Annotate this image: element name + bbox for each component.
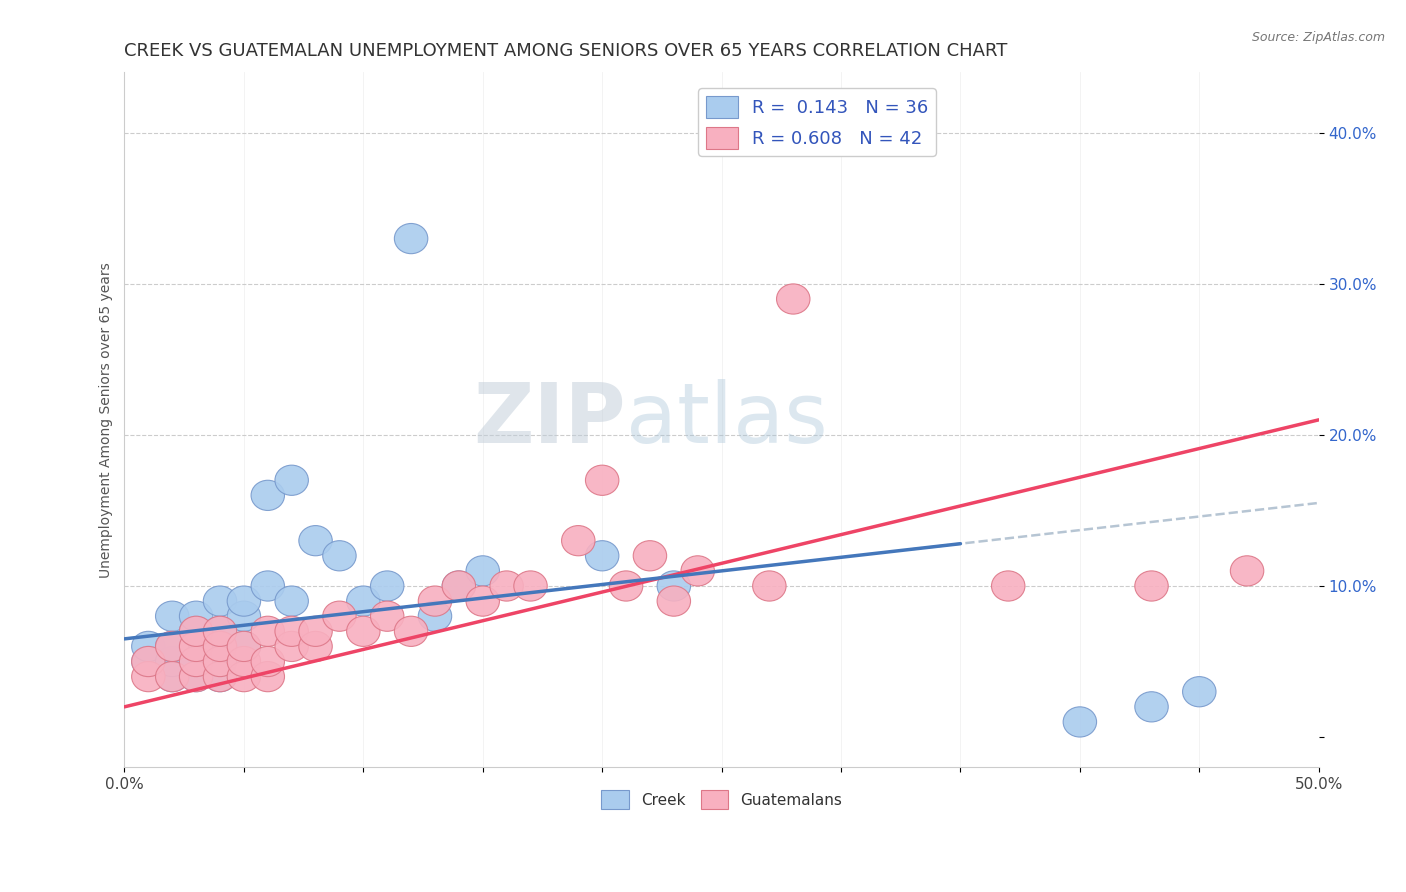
Ellipse shape	[633, 541, 666, 571]
Ellipse shape	[180, 647, 212, 677]
Ellipse shape	[132, 662, 165, 691]
Ellipse shape	[489, 571, 523, 601]
Ellipse shape	[299, 632, 332, 662]
Ellipse shape	[204, 647, 236, 677]
Ellipse shape	[156, 662, 188, 691]
Ellipse shape	[585, 465, 619, 495]
Ellipse shape	[156, 647, 188, 677]
Ellipse shape	[252, 571, 284, 601]
Ellipse shape	[1135, 571, 1168, 601]
Ellipse shape	[156, 632, 188, 662]
Ellipse shape	[132, 647, 165, 677]
Ellipse shape	[513, 571, 547, 601]
Ellipse shape	[609, 571, 643, 601]
Ellipse shape	[465, 556, 499, 586]
Ellipse shape	[204, 586, 236, 616]
Ellipse shape	[204, 632, 236, 662]
Ellipse shape	[204, 616, 236, 647]
Ellipse shape	[418, 586, 451, 616]
Y-axis label: Unemployment Among Seniors over 65 years: Unemployment Among Seniors over 65 years	[100, 262, 114, 578]
Ellipse shape	[252, 647, 284, 677]
Ellipse shape	[132, 632, 165, 662]
Ellipse shape	[252, 662, 284, 691]
Text: atlas: atlas	[626, 379, 828, 460]
Ellipse shape	[252, 480, 284, 510]
Ellipse shape	[228, 586, 260, 616]
Ellipse shape	[1135, 691, 1168, 722]
Ellipse shape	[204, 632, 236, 662]
Text: CREEK VS GUATEMALAN UNEMPLOYMENT AMONG SENIORS OVER 65 YEARS CORRELATION CHART: CREEK VS GUATEMALAN UNEMPLOYMENT AMONG S…	[125, 42, 1008, 60]
Ellipse shape	[228, 647, 260, 677]
Ellipse shape	[394, 616, 427, 647]
Ellipse shape	[347, 616, 380, 647]
Ellipse shape	[204, 662, 236, 691]
Ellipse shape	[347, 586, 380, 616]
Ellipse shape	[752, 571, 786, 601]
Text: ZIP: ZIP	[474, 379, 626, 460]
Ellipse shape	[585, 541, 619, 571]
Ellipse shape	[776, 284, 810, 314]
Ellipse shape	[276, 616, 308, 647]
Ellipse shape	[180, 601, 212, 632]
Ellipse shape	[394, 224, 427, 253]
Ellipse shape	[657, 571, 690, 601]
Ellipse shape	[1182, 677, 1216, 706]
Ellipse shape	[418, 601, 451, 632]
Ellipse shape	[299, 616, 332, 647]
Ellipse shape	[228, 632, 260, 662]
Ellipse shape	[323, 601, 356, 632]
Ellipse shape	[180, 616, 212, 647]
Ellipse shape	[180, 632, 212, 662]
Ellipse shape	[276, 586, 308, 616]
Ellipse shape	[1063, 706, 1097, 737]
Text: Source: ZipAtlas.com: Source: ZipAtlas.com	[1251, 31, 1385, 45]
Ellipse shape	[204, 662, 236, 691]
Ellipse shape	[441, 571, 475, 601]
Ellipse shape	[180, 662, 212, 691]
Ellipse shape	[323, 541, 356, 571]
Ellipse shape	[252, 616, 284, 647]
Legend: Creek, Guatemalans: Creek, Guatemalans	[595, 784, 848, 815]
Ellipse shape	[371, 601, 404, 632]
Ellipse shape	[132, 647, 165, 677]
Ellipse shape	[156, 662, 188, 691]
Ellipse shape	[657, 586, 690, 616]
Ellipse shape	[156, 632, 188, 662]
Ellipse shape	[204, 647, 236, 677]
Ellipse shape	[681, 556, 714, 586]
Ellipse shape	[180, 647, 212, 677]
Ellipse shape	[180, 632, 212, 662]
Ellipse shape	[204, 616, 236, 647]
Ellipse shape	[180, 662, 212, 691]
Ellipse shape	[991, 571, 1025, 601]
Ellipse shape	[180, 616, 212, 647]
Ellipse shape	[156, 601, 188, 632]
Ellipse shape	[276, 632, 308, 662]
Ellipse shape	[228, 662, 260, 691]
Ellipse shape	[276, 465, 308, 495]
Ellipse shape	[228, 632, 260, 662]
Ellipse shape	[561, 525, 595, 556]
Ellipse shape	[299, 525, 332, 556]
Ellipse shape	[465, 586, 499, 616]
Ellipse shape	[1230, 556, 1264, 586]
Ellipse shape	[441, 571, 475, 601]
Ellipse shape	[371, 571, 404, 601]
Ellipse shape	[228, 601, 260, 632]
